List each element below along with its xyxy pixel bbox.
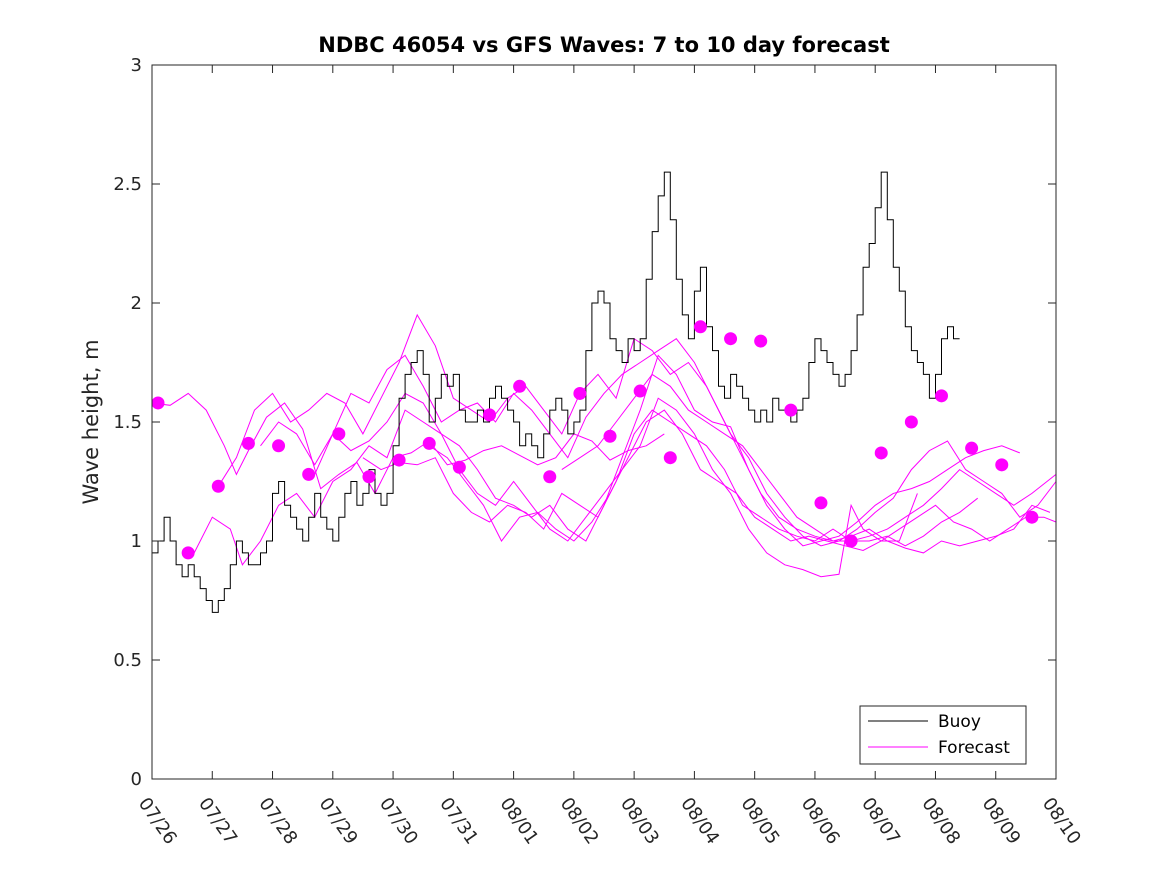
forecast-marker [543,470,557,484]
forecast-marker [181,546,195,560]
forecast-marker [663,451,677,465]
chart-title: NDBC 46054 vs GFS Waves: 7 to 10 day for… [318,33,889,57]
y-tick-label: 0 [131,769,142,790]
forecast-marker [272,439,286,453]
y-tick-label: 1.5 [113,412,142,433]
forecast-marker [482,408,496,422]
buoy-series-line [152,171,960,613]
forecast-marker [965,441,979,455]
forecast-marker [151,396,165,410]
forecast-marker [241,436,255,450]
forecast-marker [995,458,1009,472]
y-tick-label: 2 [131,293,142,314]
forecast-marker [874,446,888,460]
forecast-marker [513,379,527,393]
forecast-marker [603,429,617,443]
forecast-marker [211,479,225,493]
legend-forecast-label: Forecast [938,738,1010,758]
forecast-series-line [428,409,1057,552]
forecast-marker [362,470,376,484]
forecast-marker [904,415,918,429]
legend-box [859,705,1027,765]
forecast-marker [814,496,828,510]
legend-buoy-label: Buoy [938,712,981,732]
y-tick-label: 3 [131,55,142,76]
y-tick-label: 2.5 [113,174,142,195]
forecast-marker [332,427,346,441]
forecast-series-line [362,409,979,547]
forecast-marker [633,384,647,398]
forecast-marker [1025,510,1039,524]
legend: Buoy Forecast [859,705,1027,765]
forecast-series-line [260,338,1057,547]
forecast-marker [573,386,587,400]
forecast-marker [754,334,768,348]
forecast-marker [693,320,707,334]
forecast-marker [452,460,466,474]
forecast-series-line [193,397,918,578]
forecast-marker [934,389,948,403]
plot-area [151,171,1057,613]
forecast-marker [302,467,316,481]
forecast-marker [422,436,436,450]
forecast-series-line [314,354,1020,547]
y-tick-label: 0.5 [113,650,142,671]
forecast-marker [784,403,798,417]
y-axis-label: Wave height, m [79,339,103,504]
forecast-marker [724,332,738,346]
forecast-marker [392,453,406,467]
forecast-marker [844,534,858,548]
y-tick-label: 1 [131,531,142,552]
